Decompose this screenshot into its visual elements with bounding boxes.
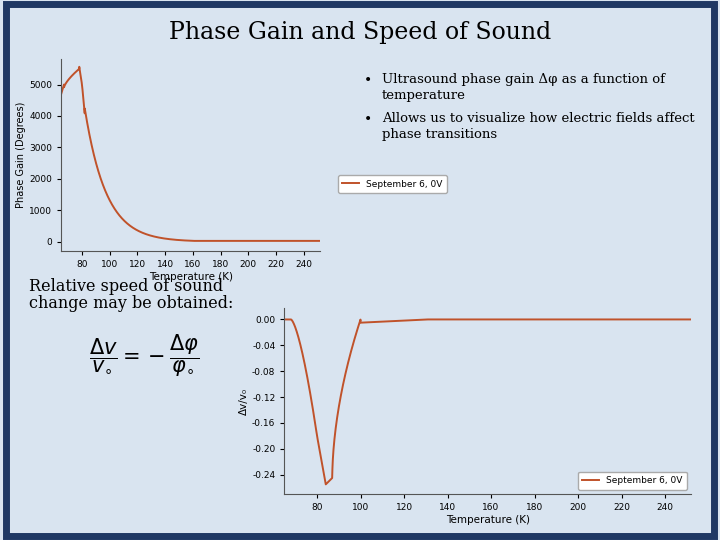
X-axis label: Temperature (K): Temperature (K): [149, 272, 233, 282]
Legend: September 6, 0V: September 6, 0V: [338, 175, 446, 193]
Text: $\dfrac{\Delta v}{v_{\circ}} = -\dfrac{\Delta\varphi}{\varphi_{\circ}}$: $\dfrac{\Delta v}{v_{\circ}} = -\dfrac{\…: [89, 332, 199, 379]
Text: Ultrasound phase gain Δφ as a function of: Ultrasound phase gain Δφ as a function o…: [382, 73, 665, 86]
Legend: September 6, 0V: September 6, 0V: [578, 471, 687, 490]
Text: Phase Gain and Speed of Sound: Phase Gain and Speed of Sound: [169, 21, 551, 44]
Text: phase transitions: phase transitions: [382, 128, 497, 141]
Y-axis label: Phase Gain (Degrees): Phase Gain (Degrees): [17, 102, 27, 208]
X-axis label: Temperature (K): Temperature (K): [446, 515, 530, 525]
Text: •: •: [364, 73, 372, 87]
Text: temperature: temperature: [382, 89, 465, 102]
Text: change may be obtained:: change may be obtained:: [29, 295, 233, 312]
Text: Allows us to visualize how electric fields affect: Allows us to visualize how electric fiel…: [382, 112, 694, 125]
Text: Relative speed of sound: Relative speed of sound: [29, 278, 223, 295]
Y-axis label: Δv/v₀: Δv/v₀: [239, 387, 249, 415]
Text: •: •: [364, 112, 372, 126]
